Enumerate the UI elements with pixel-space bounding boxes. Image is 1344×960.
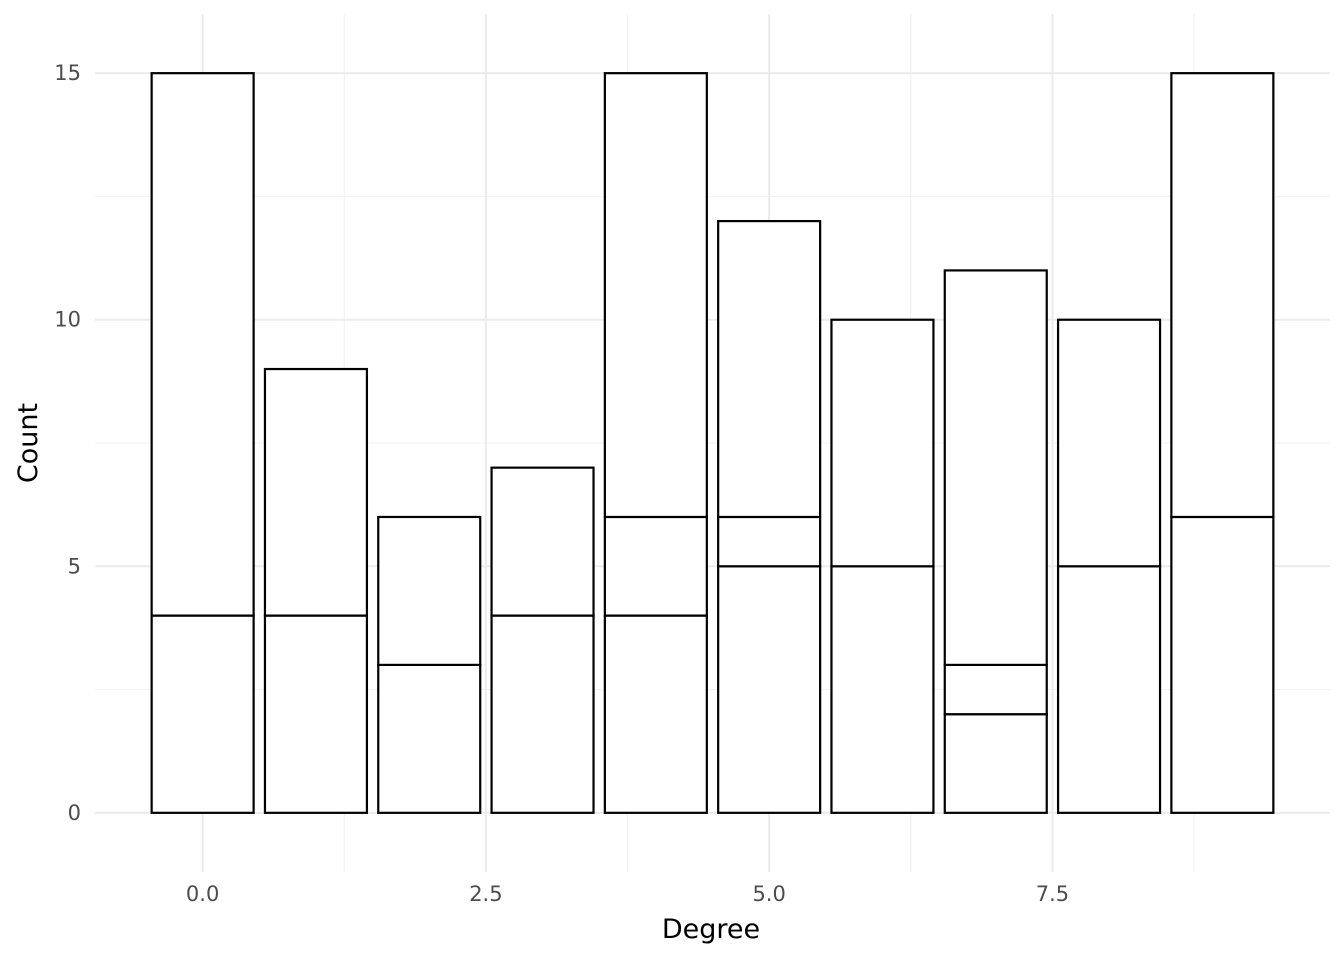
y-tick-label: 15 [54, 61, 81, 85]
bar-segment [263, 614, 369, 814]
bar-segment [150, 72, 255, 617]
bar-group [603, 72, 708, 814]
x-tick-label: 5.0 [752, 882, 785, 906]
x-axis-ticks: 0.0 2.5 5.0 7.5 [186, 882, 1069, 906]
bar-segment [490, 614, 595, 814]
x-axis-title: Degree [662, 914, 760, 945]
bar-segment [603, 515, 708, 617]
y-axis-title: Count [13, 403, 44, 483]
x-tick-label: 7.5 [1036, 882, 1069, 906]
bar-segment [377, 515, 482, 666]
bar-group [150, 72, 255, 814]
bar-segment [1056, 318, 1162, 568]
bar-group [830, 318, 935, 814]
y-tick-label: 10 [54, 308, 81, 332]
bar-segment [1170, 515, 1275, 814]
bar-group [717, 220, 822, 814]
x-tick-label: 0.0 [186, 882, 219, 906]
bar-group [263, 367, 369, 814]
bar-segment [603, 614, 708, 814]
x-tick-label: 2.5 [469, 882, 502, 906]
bar-segment [377, 663, 482, 814]
bar-segment [943, 663, 1048, 716]
y-axis-ticks: 0 5 10 15 [54, 61, 81, 825]
bar-segment [830, 565, 935, 814]
bar-segment [717, 565, 822, 814]
bar-group [377, 515, 482, 814]
y-tick-label: 0 [68, 801, 81, 825]
bar-segment [490, 466, 595, 617]
bar-segment [943, 713, 1048, 814]
bar-segment [1170, 72, 1275, 519]
bars [150, 72, 1275, 814]
bar-group [1170, 72, 1275, 814]
bar-segment [263, 367, 369, 617]
y-tick-label: 5 [68, 554, 81, 578]
bar-group [490, 466, 595, 814]
bar-segment [943, 269, 1048, 666]
bar-segment [1056, 565, 1162, 814]
bar-group [943, 269, 1048, 814]
bar-segment [603, 72, 708, 519]
bar-group [1056, 318, 1162, 814]
bar-segment [150, 614, 255, 814]
bar-segment [717, 515, 822, 568]
bar-segment [830, 318, 935, 568]
bar-segment [717, 220, 822, 519]
